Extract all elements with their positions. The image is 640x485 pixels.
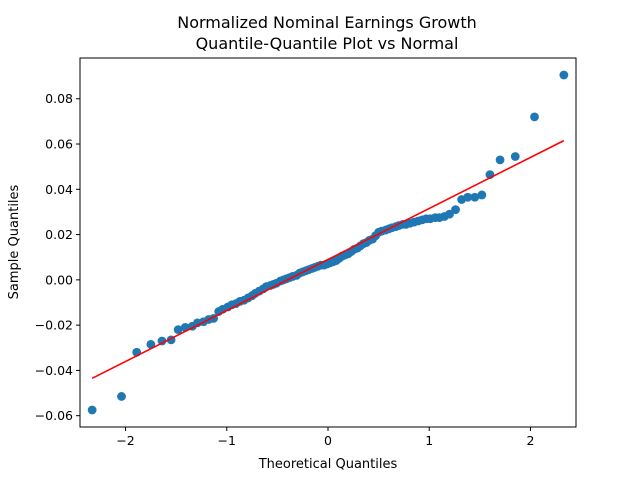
x-axis: −2 −1 0 1 2: [116, 427, 534, 448]
x-axis-label: Theoretical Quantiles: [258, 457, 398, 472]
data-point: [470, 192, 480, 202]
y-tick-label: −0.04: [35, 363, 73, 378]
data-point: [463, 192, 473, 202]
chart-title-line1: Normalized Nominal Earnings Growth: [177, 13, 477, 32]
data-point: [495, 155, 505, 165]
data-point: [559, 70, 569, 80]
y-tick-label: −0.06: [35, 408, 73, 423]
y-axis: −0.06 −0.04 −0.02 0.00 0.02 0.04 0.06 0.08: [35, 91, 80, 423]
data-point: [157, 336, 167, 346]
data-point: [87, 405, 97, 415]
data-point: [173, 325, 183, 335]
x-tick-label: 2: [526, 433, 534, 448]
y-tick-label: −0.02: [35, 318, 73, 333]
chart-title-line2: Quantile-Quantile Plot vs Normal: [196, 34, 459, 53]
data-point: [445, 209, 454, 219]
data-point: [530, 112, 539, 122]
y-tick-label: 0.04: [45, 182, 73, 197]
x-tick-label: −2: [116, 433, 134, 448]
plot-area: [87, 70, 569, 415]
y-tick-label: 0.02: [45, 227, 73, 242]
y-axis-label: Sample Quantiles: [7, 184, 22, 299]
x-tick-label: 1: [425, 433, 433, 448]
data-point: [510, 152, 520, 161]
data-point: [117, 392, 126, 401]
y-tick-label: 0.06: [45, 137, 73, 152]
plot-frame: [79, 57, 577, 428]
data-point: [477, 190, 487, 200]
x-tick-label: −1: [218, 433, 236, 448]
y-tick-label: 0.00: [45, 272, 73, 287]
reference-line: [91, 139, 565, 380]
x-tick-label: 0: [324, 433, 332, 448]
y-tick-label: 0.08: [45, 91, 73, 106]
data-point: [146, 339, 156, 349]
data-point: [451, 205, 460, 215]
